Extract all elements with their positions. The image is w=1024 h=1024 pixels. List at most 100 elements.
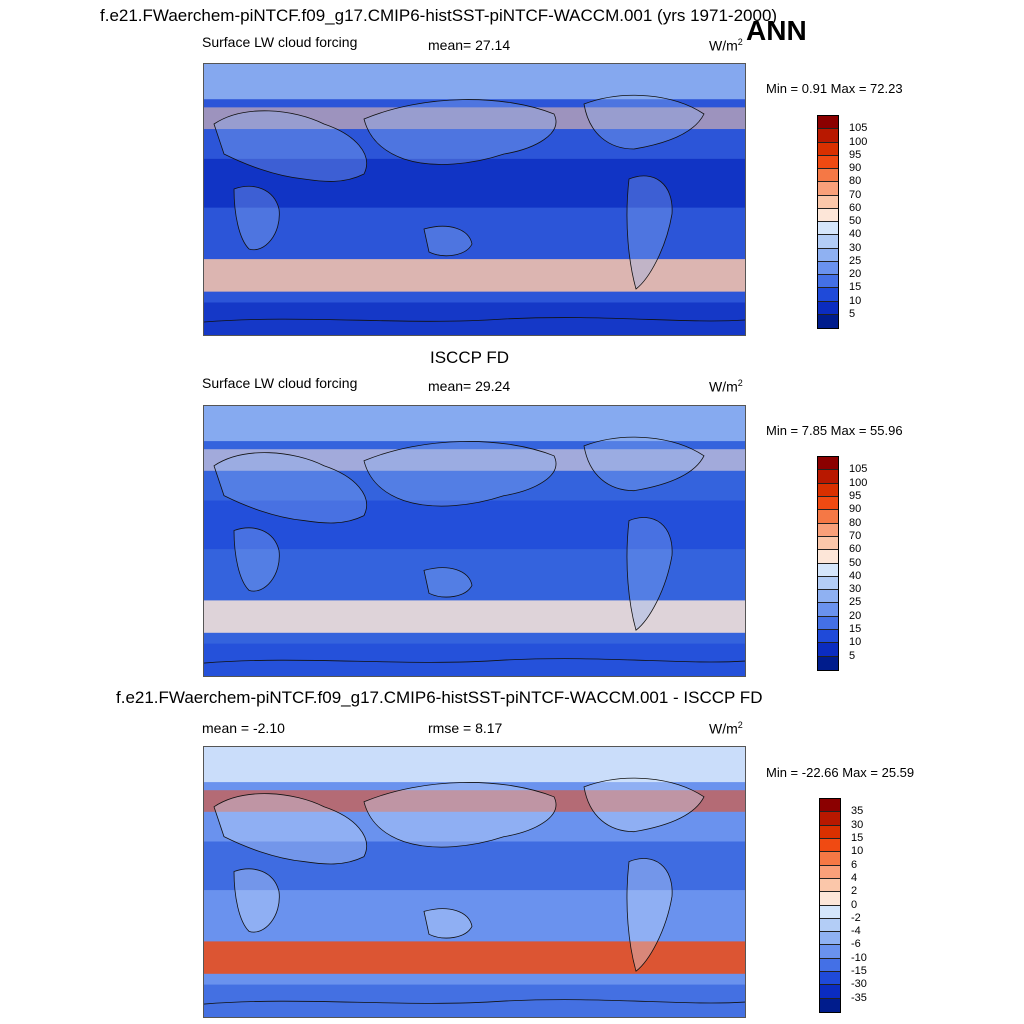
colorbar-swatch xyxy=(818,523,838,537)
colorbar-tick-label: 35 xyxy=(851,805,864,818)
colorbar-swatch xyxy=(818,457,838,471)
colorbar-tick-label: 95 xyxy=(849,489,862,502)
map-band-south xyxy=(204,259,745,292)
colorbar-tick-label: 80 xyxy=(849,175,862,188)
colorbar-tick-label: 30 xyxy=(849,583,862,596)
colorbar-swatch xyxy=(820,812,840,826)
colorbar-tick-label: 40 xyxy=(849,228,862,241)
colorbar-swatch xyxy=(818,483,838,497)
continent-outline xyxy=(626,858,673,972)
colorbar-swatch xyxy=(820,998,840,1012)
colorbar-tick-label: -30 xyxy=(851,978,867,991)
map-band-tropics xyxy=(204,500,745,550)
colorbar-swatch xyxy=(818,630,838,644)
colorbar-tick-label: 105 xyxy=(849,122,868,135)
colorbar-swatch xyxy=(818,116,838,130)
continent-outline xyxy=(583,94,705,150)
colorbar-swatch xyxy=(818,536,838,551)
colorbar-swatch xyxy=(820,892,840,906)
colorbar-swatch xyxy=(818,603,838,617)
continent-outline xyxy=(423,567,473,598)
colorbar-swatch xyxy=(820,838,840,853)
map-band-antarctic xyxy=(204,302,745,335)
colorbar-swatch xyxy=(818,261,838,275)
colorbar-tick-label: 95 xyxy=(849,148,862,161)
continent-outline xyxy=(233,527,280,592)
colorbar-swatch xyxy=(818,550,838,564)
colorbar-tick-label: 30 xyxy=(851,818,864,831)
colorbar-tick-label: 60 xyxy=(849,543,862,556)
continent-outline xyxy=(233,185,280,251)
map-band-north-mid xyxy=(204,107,745,130)
colorbar-tick-label: 10 xyxy=(849,636,862,649)
continent-outline xyxy=(626,175,673,290)
colorbar-swatch xyxy=(818,496,838,511)
colorbar-swatch xyxy=(818,314,838,328)
colorbar-tick-label: 70 xyxy=(849,529,862,542)
colorbar-swatch xyxy=(820,905,840,919)
colorbar-tick-label: 50 xyxy=(849,556,862,569)
colorbar-tick-label: 25 xyxy=(849,254,862,267)
colorbar-tick-label: 5 xyxy=(849,649,856,662)
continent-outline xyxy=(363,441,557,507)
colorbar-swatch xyxy=(818,643,838,657)
panel2-variable: Surface LW cloud forcing xyxy=(202,375,358,391)
colorbar-tick-label: 5 xyxy=(849,307,856,320)
continent-outline xyxy=(423,225,473,257)
map-band-antarctic xyxy=(204,984,745,1017)
panel1-minmax: Min = 0.91 Max = 72.23 xyxy=(766,81,903,96)
colorbar-swatch xyxy=(820,825,840,839)
colorbar-tick-label: 30 xyxy=(849,241,862,254)
colorbar-swatch xyxy=(818,275,838,289)
colorbar-swatch xyxy=(818,576,838,591)
continent-outline xyxy=(213,793,367,865)
colorbar-tick-label: 80 xyxy=(849,516,862,529)
colorbar-tick-label: 15 xyxy=(849,281,862,294)
colorbar-swatch xyxy=(818,470,838,484)
colorbar-swatch xyxy=(820,865,840,879)
map-band-antarctic xyxy=(204,643,745,676)
colorbar-swatch xyxy=(818,301,838,315)
colorbar-swatch xyxy=(818,563,838,577)
colorbar-tick-label: 20 xyxy=(849,268,862,280)
colorbar-swatch xyxy=(818,195,838,209)
colorbar-tick-label: -4 xyxy=(851,925,861,938)
panel1-variable: Surface LW cloud forcing xyxy=(202,34,358,50)
colorbar-swatch xyxy=(818,656,838,670)
colorbar-swatch xyxy=(820,932,840,946)
continent-outline xyxy=(626,517,673,631)
continent-outline xyxy=(583,777,705,833)
panel2-mean: mean= 29.24 xyxy=(428,378,511,394)
colorbar-tick-label: 20 xyxy=(849,609,862,622)
colorbar-swatch xyxy=(818,288,838,302)
panel3-mean: mean = -2.10 xyxy=(202,720,285,736)
colorbar-tick-label: -10 xyxy=(851,951,867,964)
colorbar-swatch xyxy=(820,985,840,999)
colorbar-swatch xyxy=(818,510,838,524)
colorbar-tick-label: 15 xyxy=(851,831,864,844)
map-band-north xyxy=(204,64,745,100)
colorbar-tick-label: 25 xyxy=(849,596,862,609)
colorbar-swatch xyxy=(820,945,840,959)
panel3-heading: f.e21.FWaerchem-piNTCF.f09_g17.CMIP6-his… xyxy=(116,688,763,707)
panel3-map xyxy=(203,746,746,1018)
colorbar-swatch xyxy=(820,972,840,986)
panel3-colorbar xyxy=(819,798,841,1013)
map-band-south xyxy=(204,941,745,974)
colorbar-swatch xyxy=(820,958,840,973)
continent-outline xyxy=(423,908,473,939)
colorbar-swatch xyxy=(818,222,838,236)
colorbar-tick-label: 10 xyxy=(849,294,862,307)
colorbar-swatch xyxy=(818,182,838,196)
colorbar-tick-label: -15 xyxy=(851,965,867,978)
panel2-minmax: Min = 7.85 Max = 55.96 xyxy=(766,423,903,438)
panel1-colorbar xyxy=(817,115,839,329)
colorbar-tick-label: 10 xyxy=(851,845,864,858)
colorbar-swatch xyxy=(818,142,838,156)
colorbar-tick-label: 15 xyxy=(849,623,862,636)
colorbar-tick-label: 70 xyxy=(849,188,862,201)
continent-outline xyxy=(583,436,705,492)
colorbar-tick-label: -6 xyxy=(851,938,861,951)
colorbar-swatch xyxy=(818,616,838,631)
colorbar-tick-label: 60 xyxy=(849,201,862,214)
